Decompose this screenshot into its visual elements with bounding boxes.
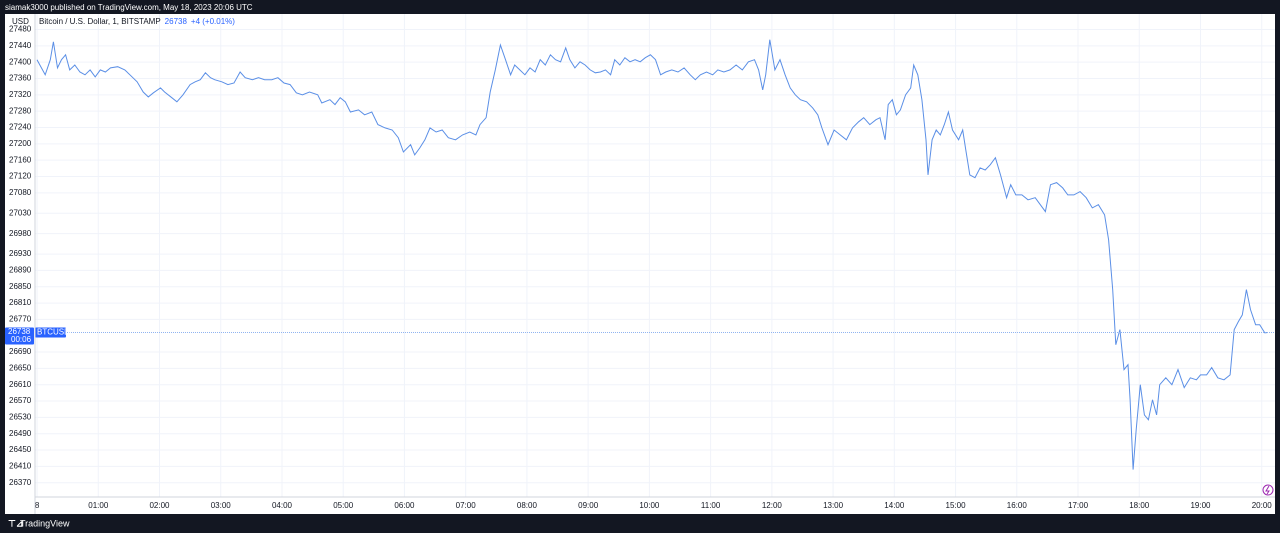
y-tick-label: 26850	[9, 282, 32, 291]
y-tick-label: 27200	[9, 139, 32, 148]
countdown-label: 00:06	[11, 335, 32, 344]
y-tick-label: 26570	[9, 396, 32, 405]
x-tick-label: 10:00	[639, 501, 660, 510]
x-tick-label: 20:00	[1252, 501, 1273, 510]
y-tick-label: 27400	[9, 57, 32, 66]
y-tick-label: 26530	[9, 412, 32, 421]
x-tick-label: 08:00	[517, 501, 538, 510]
x-tick-label: 13:00	[823, 501, 844, 510]
x-tick-label: 02:00	[149, 501, 170, 510]
y-tick-label: 27080	[9, 188, 32, 197]
y-tick-label: 26770	[9, 315, 32, 324]
symbol-tag	[35, 327, 66, 338]
x-tick-label: 11:00	[701, 501, 721, 510]
y-tick-label: 26980	[9, 229, 32, 238]
brand-logo: ⊤⊿	[8, 518, 23, 528]
x-tick-label: 18:00	[1129, 501, 1150, 510]
x-tick-label: 15:00	[946, 501, 967, 510]
legend-change: +4 (+0.01%)	[191, 17, 235, 26]
x-tick-label: 06:00	[394, 501, 415, 510]
y-tick-label: 26490	[9, 429, 32, 438]
y-tick-label: 26890	[9, 266, 32, 275]
y-tick-label: 27480	[9, 25, 32, 34]
y-tick-label: 27120	[9, 172, 32, 181]
axis-unit: USD	[12, 17, 29, 26]
x-tick-label: 12:00	[762, 501, 783, 510]
replay-icon-bolt	[1265, 485, 1270, 495]
plot: 27480 27440 27400 27360 27320 27280 27240 27200…	[5, 14, 1275, 510]
y-tick-label: 26450	[9, 445, 32, 454]
y-tick-label: 26810	[9, 298, 32, 307]
brand: TradingView	[20, 518, 70, 528]
last-price-tag	[5, 327, 34, 345]
y-tick-label: 27240	[9, 123, 32, 132]
x-tick-label: 09:00	[578, 501, 599, 510]
y-tick-label: 26650	[9, 363, 32, 372]
title: Bitcoin / U.S. Dollar, 1, BITSTAMP	[39, 17, 161, 26]
replay-icon[interactable]	[1262, 484, 1274, 496]
x-tick-label: 16:00	[1007, 501, 1028, 510]
legend-price: 26738	[165, 17, 188, 26]
price-line	[36, 39, 1268, 470]
x-tick-label: 05:00	[333, 501, 354, 510]
published-line: siamak3000 published on TradingView.com,…	[5, 3, 253, 12]
x-tick-label: 01:00	[88, 501, 109, 510]
y-tick-label: 26690	[9, 347, 32, 356]
y-tick-label: 26410	[9, 461, 32, 470]
y-tick-label: 26610	[9, 380, 32, 389]
legend-title: Bitcoin / U.S. Dollar, 1, BITSTAMP 26738 +…	[39, 17, 235, 26]
y-tick-label: 27280	[9, 106, 32, 115]
y-tick-label: 27160	[9, 155, 32, 164]
x-tick-label: 19:00	[1190, 501, 1211, 510]
chart-panel	[5, 14, 1275, 514]
symbol-label: BTCUSD	[37, 328, 70, 337]
x-tick-label: 14:00	[884, 501, 905, 510]
last-price-label: 26738	[8, 327, 31, 336]
y-tick-label: 27440	[9, 41, 32, 50]
y-tick-label: 27030	[9, 208, 32, 217]
y-tick-label: 26930	[9, 249, 32, 258]
y-tick-label: 27320	[9, 90, 32, 99]
x-tick-label: 07:00	[456, 501, 477, 510]
x-tick-label: 04:00	[272, 501, 293, 510]
y-tick-label: 27360	[9, 74, 32, 83]
x-tick-label: 8	[35, 501, 40, 510]
y-tick-label: 26370	[9, 478, 32, 487]
x-tick-label: 03:00	[211, 501, 232, 510]
x-tick-label: 17:00	[1068, 501, 1089, 510]
